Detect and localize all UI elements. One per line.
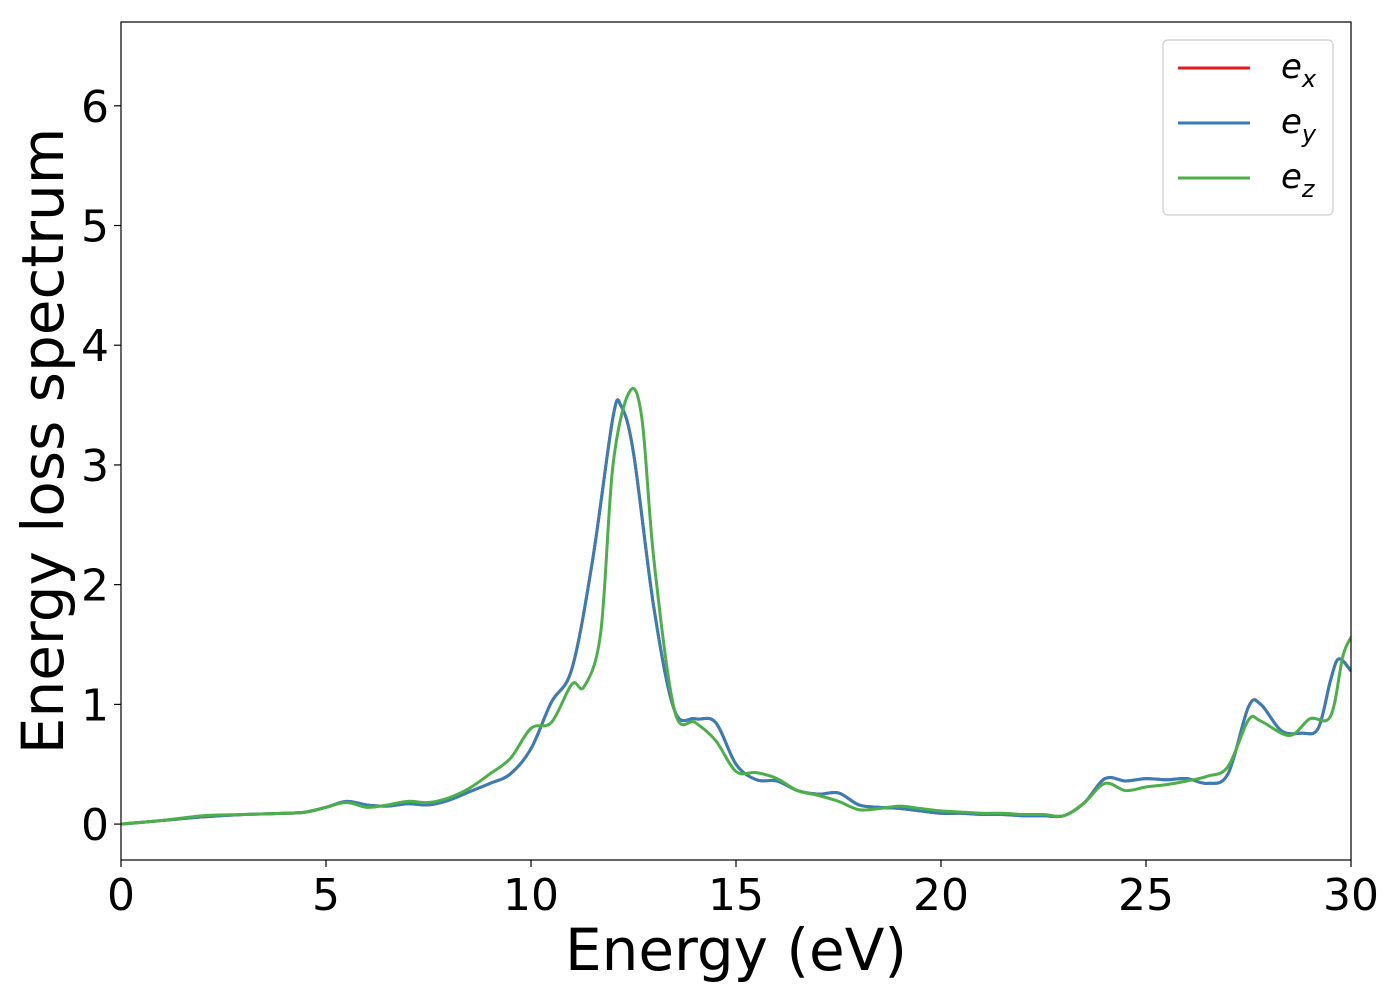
- legend-label-x: ex: [1281, 47, 1317, 93]
- x-axis-label: Energy (eV): [565, 916, 907, 984]
- series-layer: [121, 387, 1351, 826]
- series-line-y: [121, 398, 1351, 826]
- y-tick-label: 4: [81, 321, 109, 372]
- y-tick-label: 6: [81, 82, 109, 133]
- legend-frame: [1162, 39, 1334, 216]
- y-tick-label: 2: [81, 561, 109, 612]
- legend-label-z: ez: [1281, 157, 1316, 203]
- x-axis: 0 5 10 15 20 25 30: [107, 860, 1379, 921]
- y-axis-label: Energy loss spectrum: [9, 128, 77, 754]
- y-tick-label: 0: [81, 800, 109, 851]
- y-axis: 0 1 2 3 4 5 6: [81, 82, 121, 851]
- x-tick-label: 0: [107, 870, 135, 921]
- x-tick-label: 25: [1118, 870, 1174, 921]
- x-tick-label: 15: [708, 870, 764, 921]
- series-line-z: [121, 387, 1351, 826]
- x-tick-label: 10: [503, 870, 559, 921]
- x-tick-label: 5: [312, 870, 340, 921]
- x-tick-label: 30: [1323, 870, 1379, 921]
- y-tick-label: 1: [81, 680, 109, 731]
- x-tick-label: 20: [913, 870, 969, 921]
- y-tick-label: 5: [81, 202, 109, 253]
- y-tick-label: 3: [81, 441, 109, 492]
- legend-label-y: ey: [1281, 102, 1317, 148]
- legend: ex ey ez: [1162, 39, 1334, 216]
